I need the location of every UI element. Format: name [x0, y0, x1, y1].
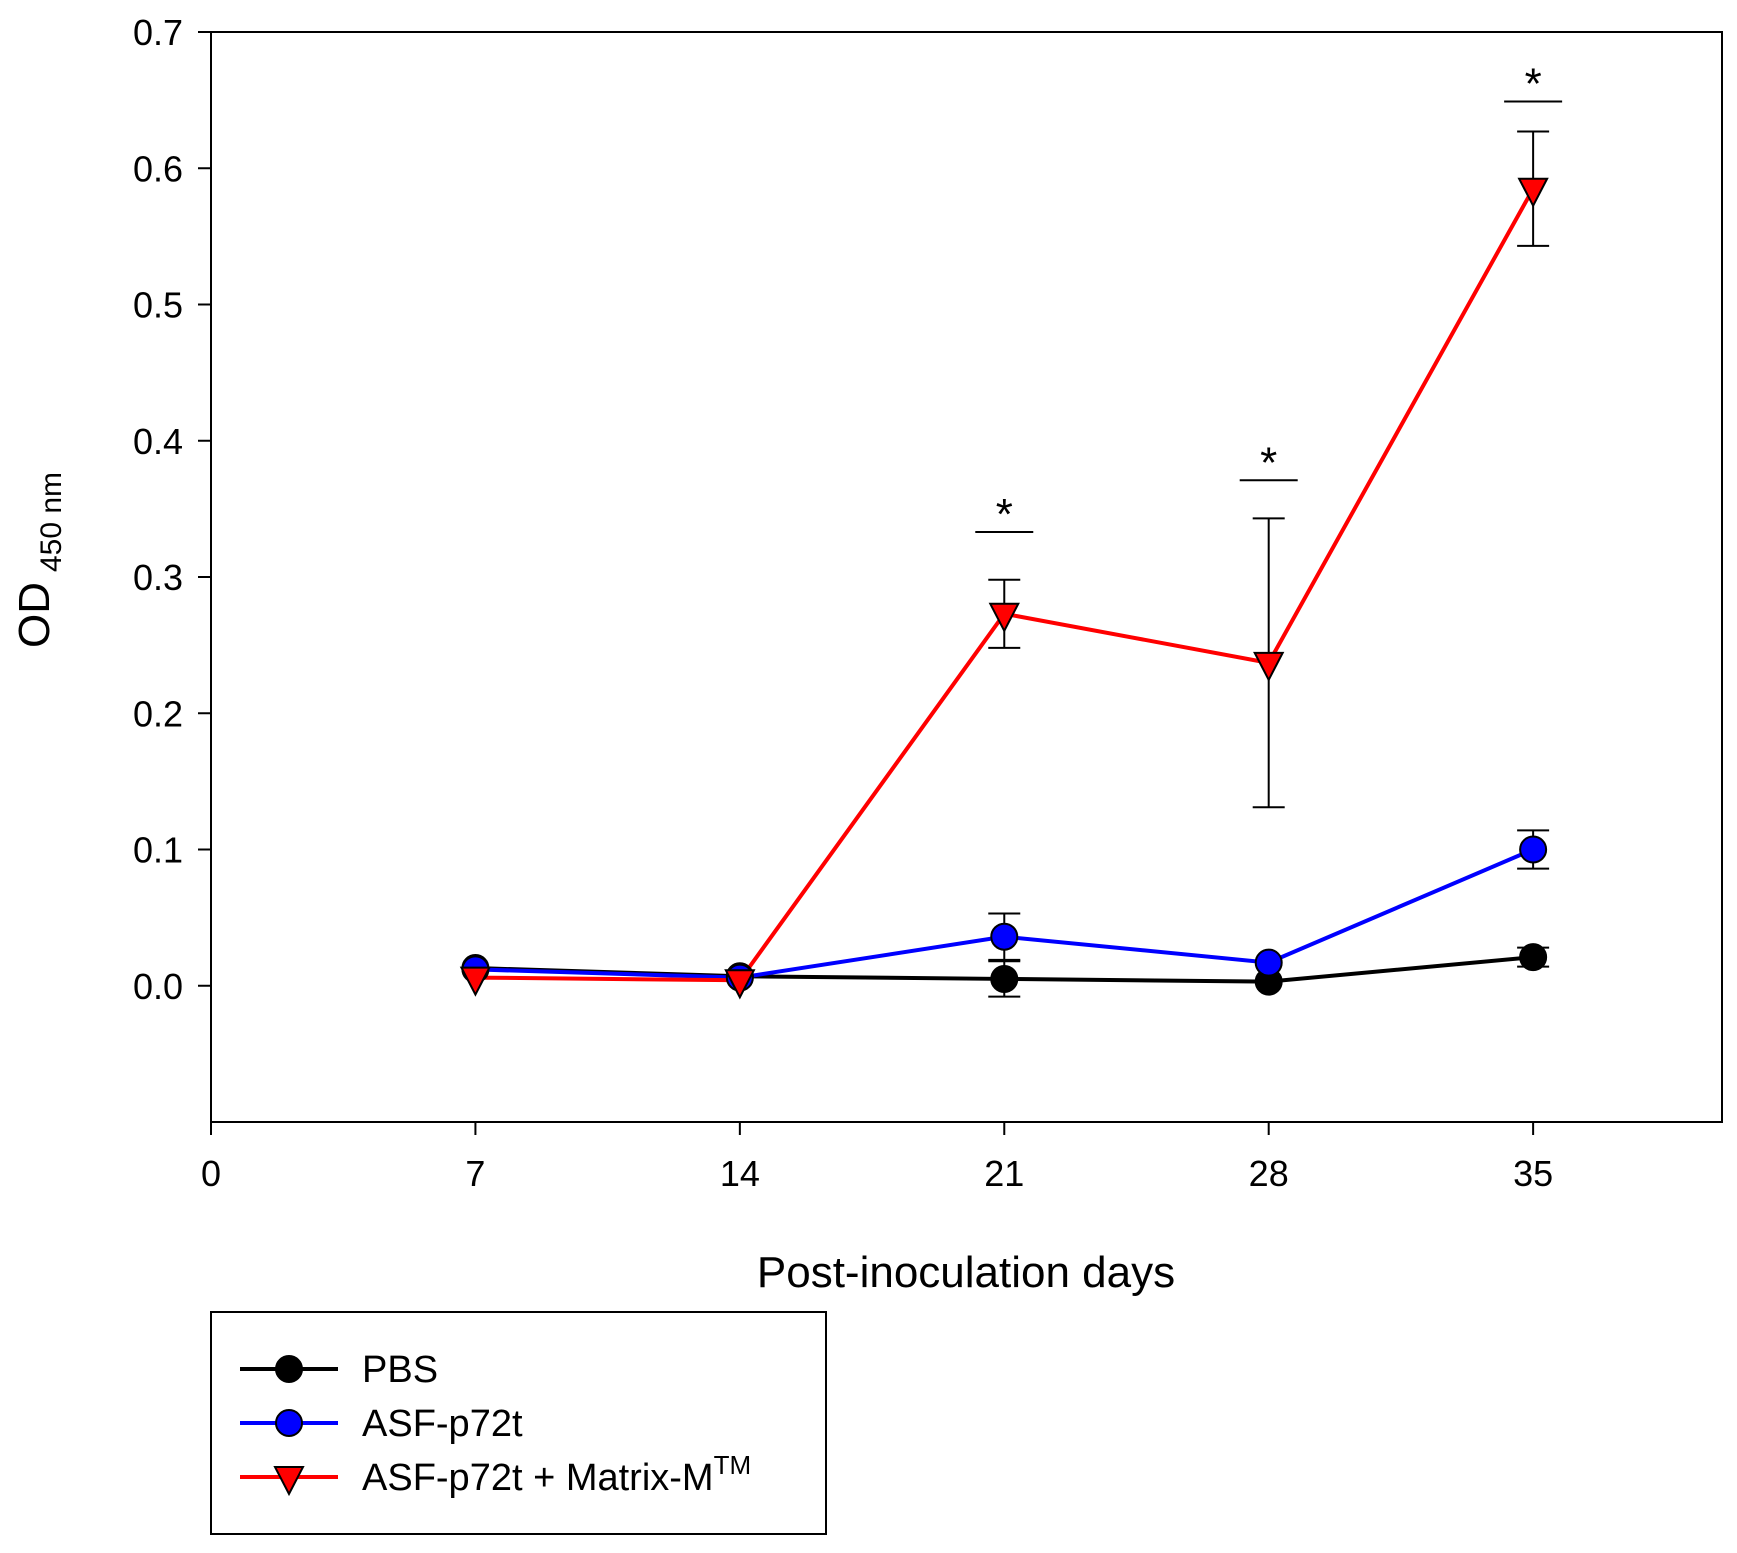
x-tick-label-2: 14 — [720, 1153, 760, 1194]
y-axis-title-main: OD — [10, 582, 59, 648]
x-axis-title: Post-inoculation days — [757, 1248, 1175, 1297]
marker-asf-p72t-matrix-m-0 — [459, 966, 492, 997]
marker-asf-p72t-matrix-m-4 — [1517, 177, 1549, 208]
legend-items: PBS ASF-p72t ASF-p72t + Matrix-MTM — [240, 1349, 751, 1499]
marker-pbs-4 — [1519, 943, 1548, 972]
y-tick-label-3: 0.3 — [133, 557, 183, 598]
legend-label-text-asf-p72t: ASF-p72t — [362, 1403, 523, 1445]
x-tick-label-4: 28 — [1249, 1153, 1289, 1194]
y-axis-title-subscript: 450 nm — [35, 472, 68, 572]
error-bars — [988, 130, 1550, 998]
legend-marker-asf-p72t — [275, 1409, 303, 1437]
legend-label-pbs: PBS — [362, 1349, 438, 1391]
significance-star-2: * — [1525, 59, 1542, 108]
legend-label-superscript-asf-p72t-matrix-m: TM — [714, 1450, 752, 1480]
axes: 0 7 14 21 28 35 0.0 0.1 0.2 0.3 0.4 0.5 0.6 0.7 — [133, 12, 1553, 1194]
marker-asf-p72t-matrix-m-2 — [988, 602, 1020, 633]
y-tick-label-7: 0.7 — [133, 12, 183, 53]
legend-label-asf-p72t-matrix-m: ASF-p72t + Matrix-MTM — [362, 1450, 751, 1499]
legend: PBS ASF-p72t ASF-p72t + Matrix-MTM — [210, 1311, 827, 1535]
legend-marker-asf-p72t-matrix-m — [273, 1466, 305, 1497]
y-tick-label-0: 0.0 — [133, 966, 183, 1007]
legend-label-text-pbs: PBS — [362, 1349, 438, 1391]
significance-star-1: * — [1260, 438, 1277, 487]
legend-label-text-asf-p72t-matrix-m: ASF-p72t + Matrix-M — [362, 1457, 714, 1499]
marker-asf-p72t-3 — [1254, 948, 1283, 977]
y-tick-label-4: 0.4 — [133, 421, 183, 462]
y-tick-label-5: 0.5 — [133, 285, 183, 326]
y-tick-label-1: 0.1 — [133, 830, 183, 871]
x-tick-label-5: 35 — [1513, 1153, 1553, 1194]
x-tick-label-3: 21 — [984, 1153, 1024, 1194]
x-tick-label-0: 0 — [201, 1153, 221, 1194]
series-markers — [459, 177, 1549, 1000]
y-tick-label-2: 0.2 — [133, 693, 183, 734]
x-tick-label-1: 7 — [465, 1153, 485, 1194]
marker-asf-p72t-matrix-m-3 — [1253, 651, 1285, 683]
plot-frame — [210, 31, 1723, 1123]
marker-asf-p72t-2 — [990, 922, 1019, 951]
significance-star-0: * — [996, 490, 1013, 539]
marker-pbs-2 — [990, 964, 1019, 993]
y-tick-label-6: 0.6 — [133, 148, 183, 189]
marker-asf-p72t-matrix-m-1 — [724, 969, 756, 1000]
legend-marker-pbs — [275, 1355, 303, 1383]
legend-label-asf-p72t: ASF-p72t — [362, 1403, 523, 1445]
marker-asf-p72t-4 — [1519, 835, 1548, 864]
significance-annotations: * * * — [975, 59, 1563, 539]
y-axis-title: OD 450 nm — [10, 472, 68, 648]
